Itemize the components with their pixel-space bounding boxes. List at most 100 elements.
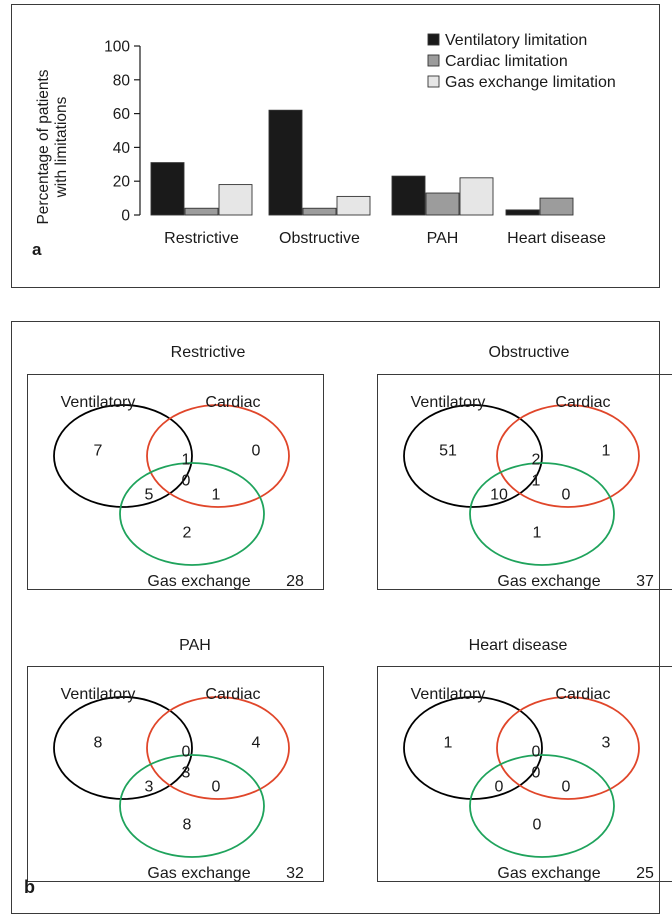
y-tick-label: 40 — [113, 140, 131, 157]
region-count-cardiac-gas: 1 — [212, 487, 221, 504]
venn-title-wrap: Restrictive — [171, 344, 246, 361]
venn-total: 25 — [636, 865, 654, 882]
region-count-ventilatory-cardiac: 2 — [532, 452, 541, 469]
cardiac-circle — [146, 404, 290, 508]
venn-title-wrap: Obstructive — [489, 344, 570, 361]
venn-diagram: Ventilatory Cardiac Gas exchange 8 4 0 3 3 0 8 32 — [27, 666, 324, 882]
set-label-cardiac: Cardiac — [555, 394, 610, 411]
venn-panel: Restrictive Ventilatory Cardiac Gas exchang… — [11, 321, 672, 914]
venn-diagram: Ventilatory Cardiac Gas exchange 1 3 0 0 0 0 0 25 — [377, 666, 672, 882]
bar-cardiac-limitation — [184, 207, 219, 216]
region-count-cardiac-gas: 0 — [562, 487, 571, 504]
x-tick-label: Heart disease — [507, 230, 606, 247]
cardiac-circle — [146, 696, 290, 800]
y-axis-title-line1: Percentage of patients — [35, 69, 52, 224]
region-count-ventilatory-only: 7 — [94, 443, 103, 460]
venn-diagram: Ventilatory Cardiac Gas exchange 51 1 2 1 10 0 1 3… — [377, 374, 672, 590]
gas-exchange-circle — [119, 754, 265, 858]
x-tick-label: Restrictive — [164, 230, 239, 247]
y-tick-label: 100 — [104, 39, 130, 56]
set-label-ventilatory: Ventilatory — [61, 394, 136, 411]
bar-cardiac-limitation — [302, 207, 337, 216]
y-tick-label: 0 — [121, 208, 130, 225]
bar-gas-exchange-limitation — [336, 195, 371, 216]
panel-letter-a: a — [32, 240, 42, 259]
region-count-all-three: 0 — [182, 473, 191, 490]
bar-cardiac-limitation — [425, 192, 460, 216]
legend-swatch — [427, 75, 440, 88]
venn-title: Obstructive — [489, 344, 570, 361]
region-count-ventilatory-only: 51 — [439, 443, 457, 460]
x-tick-label: PAH — [427, 230, 459, 247]
venn-title: Heart disease — [469, 637, 568, 654]
y-tick-label: 80 — [113, 72, 131, 89]
region-count-cardiac-only: 4 — [252, 735, 261, 752]
set-label-gas-exchange: Gas exchange — [497, 865, 600, 882]
bar-ventilatory-limitation — [268, 109, 303, 216]
region-count-cardiac-only: 1 — [602, 443, 611, 460]
region-count-cardiac-gas: 0 — [212, 779, 221, 796]
set-label-ventilatory: Ventilatory — [411, 686, 486, 703]
region-count-all-three: 1 — [532, 473, 541, 490]
bar-ventilatory-limitation — [150, 162, 185, 216]
gas-exchange-circle — [119, 462, 265, 566]
venn-total: 37 — [636, 573, 654, 590]
venn-diagram: Ventilatory Cardiac Gas exchange 7 0 1 0 5 1 2 28 — [27, 374, 324, 590]
gas-exchange-circle — [469, 754, 615, 858]
set-label-cardiac: Cardiac — [205, 686, 260, 703]
ventilatory-circle — [53, 696, 193, 800]
venn-title-wrap: PAH — [179, 637, 211, 654]
venn-frame — [27, 374, 324, 590]
region-count-ventilatory-cardiac: 0 — [182, 744, 191, 761]
set-label-gas-exchange: Gas exchange — [497, 573, 600, 590]
ventilatory-circle — [403, 696, 543, 800]
venn-frame — [377, 374, 672, 590]
venn-total: 28 — [286, 573, 304, 590]
ventilatory-circle — [53, 404, 193, 508]
region-count-cardiac-only: 0 — [252, 443, 261, 460]
y-axis-title-line2: with limitations — [53, 96, 70, 198]
gas-exchange-circle — [469, 462, 615, 566]
region-count-all-three: 0 — [532, 765, 541, 782]
region-count-ventilatory-gas: 3 — [145, 779, 154, 796]
venn-title-wrap: Heart disease — [469, 637, 568, 654]
region-count-ventilatory-gas: 0 — [495, 779, 504, 796]
region-count-gas-only: 8 — [183, 817, 192, 834]
set-label-gas-exchange: Gas exchange — [147, 865, 250, 882]
venn-title: Restrictive — [171, 344, 246, 361]
bar-ventilatory-limitation — [505, 209, 540, 216]
bar-gas-exchange-limitation — [459, 177, 494, 216]
bar-chart-panel: 0 20 40 60 80 100 Restrictive Obstructive PAH Hea… — [11, 4, 660, 288]
chart-legend: Ventilatory limitation Cardiac limitation… — [427, 32, 616, 91]
set-label-gas-exchange: Gas exchange — [147, 573, 250, 590]
region-count-ventilatory-only: 8 — [94, 735, 103, 752]
region-count-gas-only: 2 — [183, 525, 192, 542]
bar-gas-exchange-limitation — [218, 184, 253, 216]
region-count-gas-only: 1 — [533, 525, 542, 542]
region-count-ventilatory-only: 1 — [444, 735, 453, 752]
region-count-ventilatory-gas: 5 — [145, 487, 154, 504]
region-count-ventilatory-gas: 10 — [490, 487, 508, 504]
legend-swatch — [427, 54, 440, 67]
venn-title: PAH — [179, 637, 211, 654]
bar-cardiac-limitation — [539, 197, 574, 216]
region-count-cardiac-only: 3 — [602, 735, 611, 752]
y-tick-label: 20 — [113, 174, 131, 191]
legend-label: Cardiac limitation — [445, 53, 568, 70]
cardiac-circle — [496, 696, 640, 800]
region-count-cardiac-gas: 0 — [562, 779, 571, 796]
chart-axes: 0 20 40 60 80 100 Restrictive Obstructive PAH Hea… — [104, 39, 606, 248]
bar-ventilatory-limitation — [391, 175, 426, 216]
set-label-cardiac: Cardiac — [555, 686, 610, 703]
panel-letter-b-wrap: b — [24, 877, 35, 897]
region-count-ventilatory-cardiac: 1 — [182, 452, 191, 469]
region-count-ventilatory-cardiac: 0 — [532, 744, 541, 761]
panel-letter-b: b — [24, 877, 35, 897]
bar-chart: 0 20 40 60 80 100 Restrictive Obstructive PAH Hea… — [32, 32, 616, 259]
legend-label: Gas exchange limitation — [445, 74, 616, 91]
region-count-gas-only: 0 — [533, 817, 542, 834]
venn-total: 32 — [286, 865, 304, 882]
venn-frame — [27, 666, 324, 882]
y-tick-label: 60 — [113, 106, 131, 123]
region-count-all-three: 3 — [182, 765, 191, 782]
